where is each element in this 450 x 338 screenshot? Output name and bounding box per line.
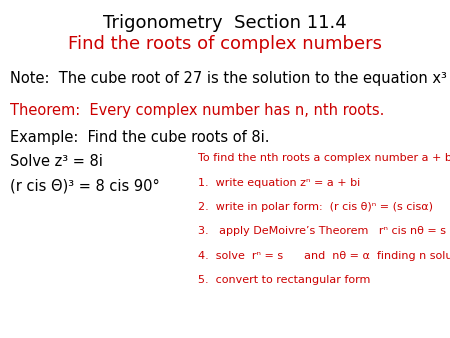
- Text: Theorem:  Every complex number has n, nth roots.: Theorem: Every complex number has n, nth…: [10, 103, 384, 118]
- Text: 2.  write in polar form:  (r cis θ)ⁿ = (s cisα): 2. write in polar form: (r cis θ)ⁿ = (s …: [198, 202, 433, 212]
- Text: Trigonometry  Section 11.4: Trigonometry Section 11.4: [103, 14, 347, 31]
- Text: Solve z³ = 8i: Solve z³ = 8i: [10, 154, 103, 169]
- Text: 3.   apply DeMoivre’s Theorem   rⁿ cis nθ = s cis α: 3. apply DeMoivre’s Theorem rⁿ cis nθ = …: [198, 226, 450, 237]
- Text: Find the roots of complex numbers: Find the roots of complex numbers: [68, 35, 382, 53]
- Text: 5.  convert to rectangular form: 5. convert to rectangular form: [198, 275, 370, 285]
- Text: (r cis Θ)³ = 8 cis 90°: (r cis Θ)³ = 8 cis 90°: [10, 178, 160, 193]
- Text: Example:  Find the cube roots of 8i.: Example: Find the cube roots of 8i.: [10, 130, 270, 145]
- Text: 1.  write equation zⁿ = a + bi: 1. write equation zⁿ = a + bi: [198, 178, 360, 188]
- Text: 4.  solve  rⁿ = s      and  nθ = α  finding n solutions: 4. solve rⁿ = s and nθ = α finding n sol…: [198, 251, 450, 261]
- Text: To find the nth roots a complex number a + bi: To find the nth roots a complex number a…: [198, 153, 450, 163]
- Text: Note:  The cube root of 27 is the solution to the equation x³ = 27.: Note: The cube root of 27 is the solutio…: [10, 71, 450, 86]
